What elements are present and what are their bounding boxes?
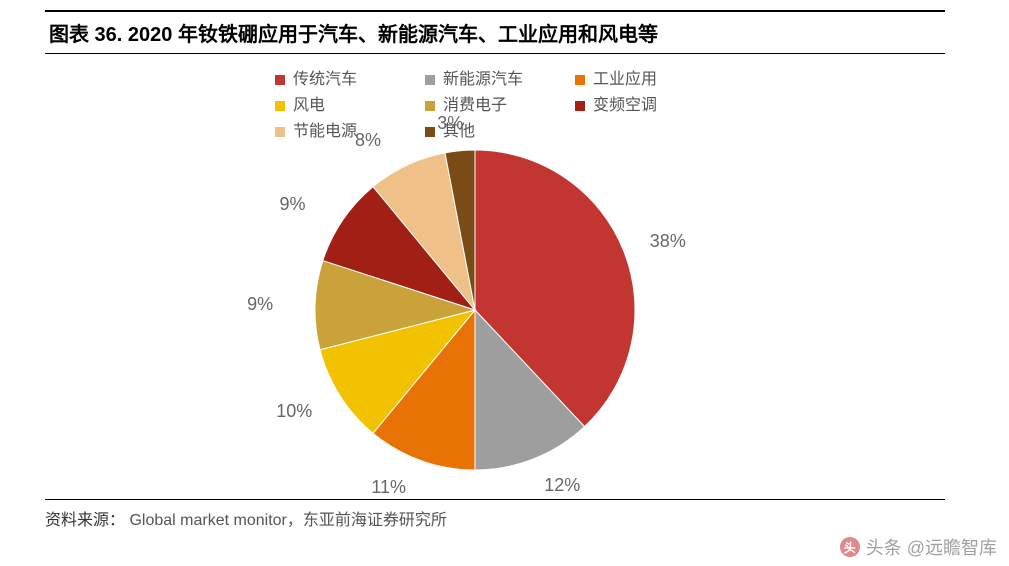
slice-label: 38% — [650, 231, 686, 252]
legend-label: 工业应用 — [593, 68, 657, 92]
slice-label: 11% — [371, 477, 406, 498]
legend-swatch — [575, 75, 585, 85]
legend-swatch — [275, 101, 285, 111]
legend-swatch — [275, 75, 285, 85]
slice-label: 8% — [355, 130, 381, 151]
legend-item: 变频空调 — [575, 94, 725, 118]
chart-title: 图表 36. 2020 年钕铁硼应用于汽车、新能源汽车、工业应用和风电等 — [45, 10, 945, 54]
watermark-icon: 头 — [840, 537, 860, 557]
slice-label: 10% — [276, 401, 312, 422]
legend-item: 工业应用 — [575, 68, 725, 92]
source-line: 资料来源： Global market monitor，东亚前海证券研究所 — [45, 499, 945, 530]
source-label: 资料来源： — [45, 512, 125, 529]
legend-swatch — [425, 75, 435, 85]
legend-label: 传统汽车 — [293, 68, 357, 92]
legend-item: 风电 — [275, 94, 425, 118]
legend-label: 变频空调 — [593, 94, 657, 118]
slice-label: 9% — [280, 194, 306, 215]
source-text: Global market monitor，东亚前海证券研究所 — [129, 512, 446, 529]
slice-label: 9% — [247, 294, 273, 315]
legend-item: 传统汽车 — [275, 68, 425, 92]
legend-swatch — [425, 101, 435, 111]
slice-label: 3% — [437, 113, 463, 134]
pie-chart — [305, 140, 645, 480]
chart-frame: 图表 36. 2020 年钕铁硼应用于汽车、新能源汽车、工业应用和风电等 传统汽… — [45, 10, 945, 530]
watermark: 头 头条 @远瞻智库 — [840, 534, 997, 560]
legend-item: 新能源汽车 — [425, 68, 575, 92]
slice-label: 12% — [544, 475, 580, 496]
legend-label: 风电 — [293, 94, 325, 118]
watermark-text: 头条 @远瞻智库 — [866, 534, 997, 560]
legend-label: 新能源汽车 — [443, 68, 523, 92]
chart-area: 38%12%11%10%9%9%8%3% — [45, 130, 945, 500]
legend-swatch — [575, 101, 585, 111]
